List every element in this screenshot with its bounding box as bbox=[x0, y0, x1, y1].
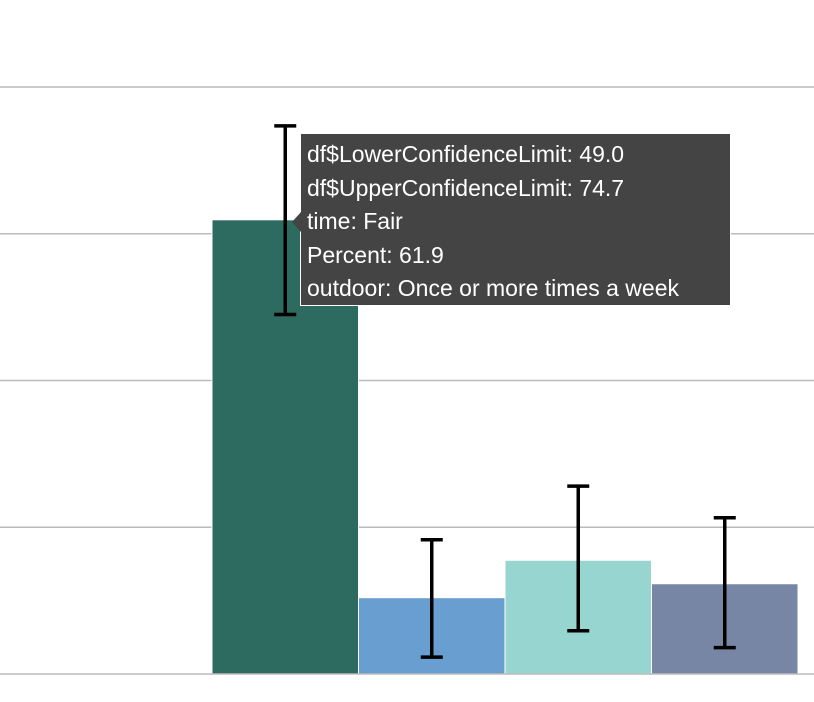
tooltip-upper-confidence: df$UpperConfidenceLimit: 74.7 bbox=[307, 174, 625, 201]
error-bar-series-4 bbox=[713, 515, 736, 650]
error-bar-series-3 bbox=[567, 484, 590, 633]
tooltip-outdoor: outdoor: Once or more times a week bbox=[307, 275, 679, 301]
error-bars bbox=[274, 124, 736, 659]
data-tooltip: df$LowerConfidenceLimit: 49.0 df$UpperCo… bbox=[292, 133, 731, 306]
tooltip-time: time: Fair bbox=[307, 208, 403, 234]
error-bar-series-1 bbox=[274, 124, 297, 317]
error-bar-series-2 bbox=[420, 537, 443, 659]
tooltip-lower-confidence: df$LowerConfidenceLimit: 49.0 bbox=[307, 141, 625, 167]
tooltip-pointer bbox=[292, 212, 301, 232]
tooltip-percent: Percent: 61.9 bbox=[307, 241, 444, 268]
